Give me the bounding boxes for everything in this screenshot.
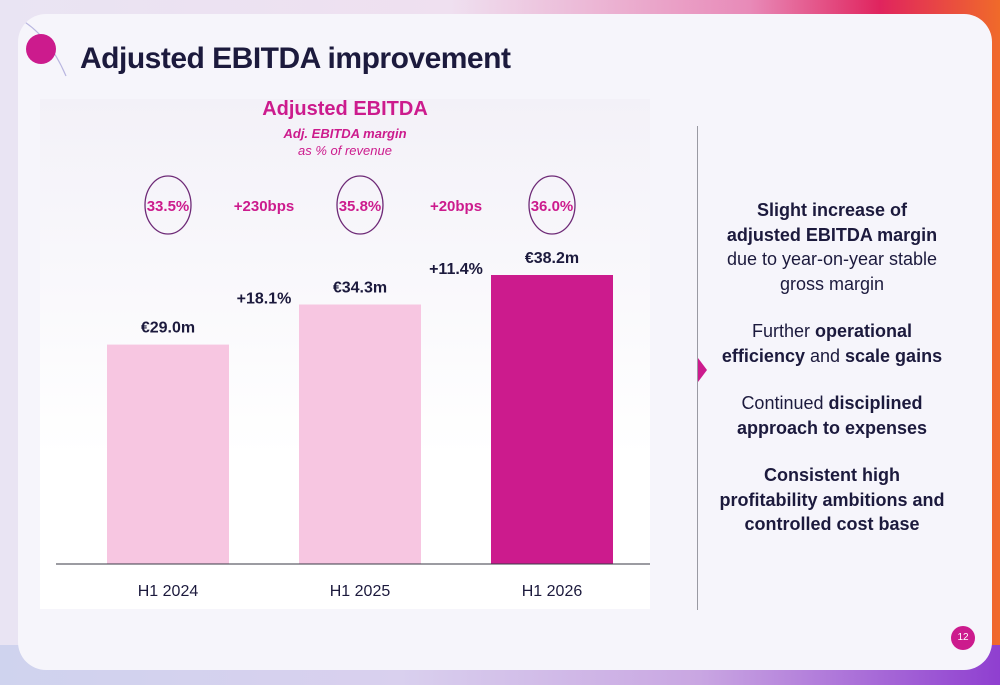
margin-change-label: +230bps — [234, 198, 294, 215]
margin-circle — [528, 175, 576, 235]
x-tick-label: H1 2026 — [522, 583, 583, 600]
growth-label: +11.4% — [429, 261, 483, 278]
bullet-point-2: Further operational efficiency and scale… — [721, 321, 943, 366]
chevron-right-icon — [698, 358, 707, 382]
bar-value-label: €38.2m — [525, 250, 579, 267]
bullet-point-3: Continued disciplined approach to expens… — [736, 393, 928, 438]
margin-label: 36.0% — [531, 198, 574, 215]
chart-subtitle: as % of revenue — [298, 143, 392, 158]
x-tick-label: H1 2025 — [330, 583, 391, 600]
bar-value-label: €34.3m — [333, 280, 387, 297]
margin-circle — [144, 175, 192, 235]
growth-label: +18.1% — [237, 291, 292, 308]
bullet-point-4: Consistent high profitability ambitions … — [719, 465, 945, 534]
margin-label: 33.5% — [147, 198, 190, 215]
ebitda-bar-chart: Adjusted EBITDA Adj. EBITDA margin as % of… — [56, 99, 650, 600]
bullet-point-1: Slight increase of adjusted EBITDA margi… — [726, 200, 938, 294]
bar-value-label: €29.0m — [141, 320, 195, 337]
margin-label: 35.8% — [339, 198, 382, 215]
chart-title: Adjusted EBITDA — [262, 99, 428, 120]
chart-panel: Adjusted EBITDA Adj. EBITDA margin as % of… — [40, 99, 650, 609]
chart-subtitle-bold: Adj. EBITDA margin — [282, 126, 406, 141]
margin-change-label: +20bps — [430, 198, 482, 215]
page-title: Adjusted EBITDA improvement — [80, 42, 511, 75]
magenta-dot-icon — [26, 34, 56, 64]
vertical-divider — [697, 126, 698, 610]
bar-h1-2026 — [491, 275, 613, 564]
bar-h1-2025 — [299, 304, 421, 564]
x-tick-label: H1 2024 — [138, 583, 199, 600]
slide-card: Adjusted EBITDA improvement Adjusted EBI… — [18, 14, 992, 670]
page-number: 12 — [951, 626, 975, 650]
key-points: Slight increase of adjusted EBITDA margi… — [718, 198, 946, 560]
margin-circle — [336, 175, 384, 235]
bar-h1-2024 — [107, 344, 229, 564]
